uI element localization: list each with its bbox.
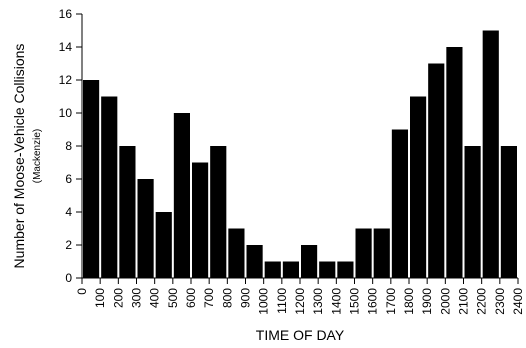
bar (210, 146, 227, 278)
y-tick-label: 10 (59, 106, 73, 120)
bar (264, 261, 281, 278)
y-axis-title: Number of Moose-Vehicle Collisions (11, 44, 27, 269)
y-tick-label: 4 (65, 205, 72, 219)
x-tick-label: 1500 (348, 288, 362, 315)
y-tick-label: 0 (65, 271, 72, 285)
bar (464, 146, 481, 278)
bar (137, 179, 154, 278)
y-tick-label: 2 (65, 238, 72, 252)
bar (428, 63, 445, 278)
x-tick-label: 1200 (293, 288, 307, 315)
x-tick-label: 2200 (475, 288, 489, 315)
bar (301, 245, 318, 278)
bar (500, 146, 517, 278)
x-tick-label: 2000 (438, 288, 452, 315)
x-tick-label: 1700 (384, 288, 398, 315)
bar (410, 96, 427, 278)
bar (173, 113, 190, 278)
x-tick-label: 1000 (257, 288, 271, 315)
x-tick-label: 800 (220, 288, 234, 308)
x-tick-label: 1300 (311, 288, 325, 315)
y-tick-label: 12 (59, 73, 73, 87)
x-tick-label: 700 (202, 288, 216, 308)
x-axis-title: TIME OF DAY (256, 327, 345, 343)
y-tick-label: 14 (59, 40, 73, 54)
bar (246, 245, 263, 278)
x-tick-label: 1400 (329, 288, 343, 315)
bar (282, 261, 299, 278)
x-tick-label: 200 (111, 288, 125, 308)
bar (101, 96, 118, 278)
x-tick-label: 300 (130, 288, 144, 308)
y-axis-subtitle: (Mackenzie) (32, 129, 43, 183)
bar (83, 80, 100, 278)
bar (228, 228, 245, 278)
y-tick-label: 16 (59, 7, 73, 21)
bar (192, 162, 209, 278)
x-tick-label: 2300 (493, 288, 507, 315)
x-tick-label: 0 (75, 288, 89, 295)
bar (119, 146, 136, 278)
bar (482, 30, 499, 278)
bar (337, 261, 354, 278)
bar (446, 47, 463, 278)
x-axis: 0 100 200 300 400 500 600 700 800 900 1000 1100 1200… (75, 277, 525, 315)
bars (83, 30, 517, 278)
x-tick-label: 2400 (511, 288, 525, 315)
y-tick-label: 8 (65, 139, 72, 153)
bar (391, 129, 408, 278)
bar (155, 212, 172, 278)
x-tick-label: 900 (239, 288, 253, 308)
x-tick-label: 1600 (366, 288, 380, 315)
x-tick-label: 500 (166, 288, 180, 308)
x-tick-label: 100 (93, 288, 107, 308)
x-tick-label: 1800 (402, 288, 416, 315)
x-tick-label: 2100 (457, 288, 471, 315)
x-tick-label: 400 (148, 288, 162, 308)
bar (319, 261, 336, 278)
x-tick-label: 1900 (420, 288, 434, 315)
x-tick-label: 1100 (275, 288, 289, 314)
bar (355, 228, 372, 278)
y-tick-label: 6 (65, 172, 72, 186)
y-axis: 0 2 4 6 8 10 12 14 16 (59, 7, 83, 285)
x-tick-label: 600 (184, 288, 198, 308)
bar (373, 228, 390, 278)
